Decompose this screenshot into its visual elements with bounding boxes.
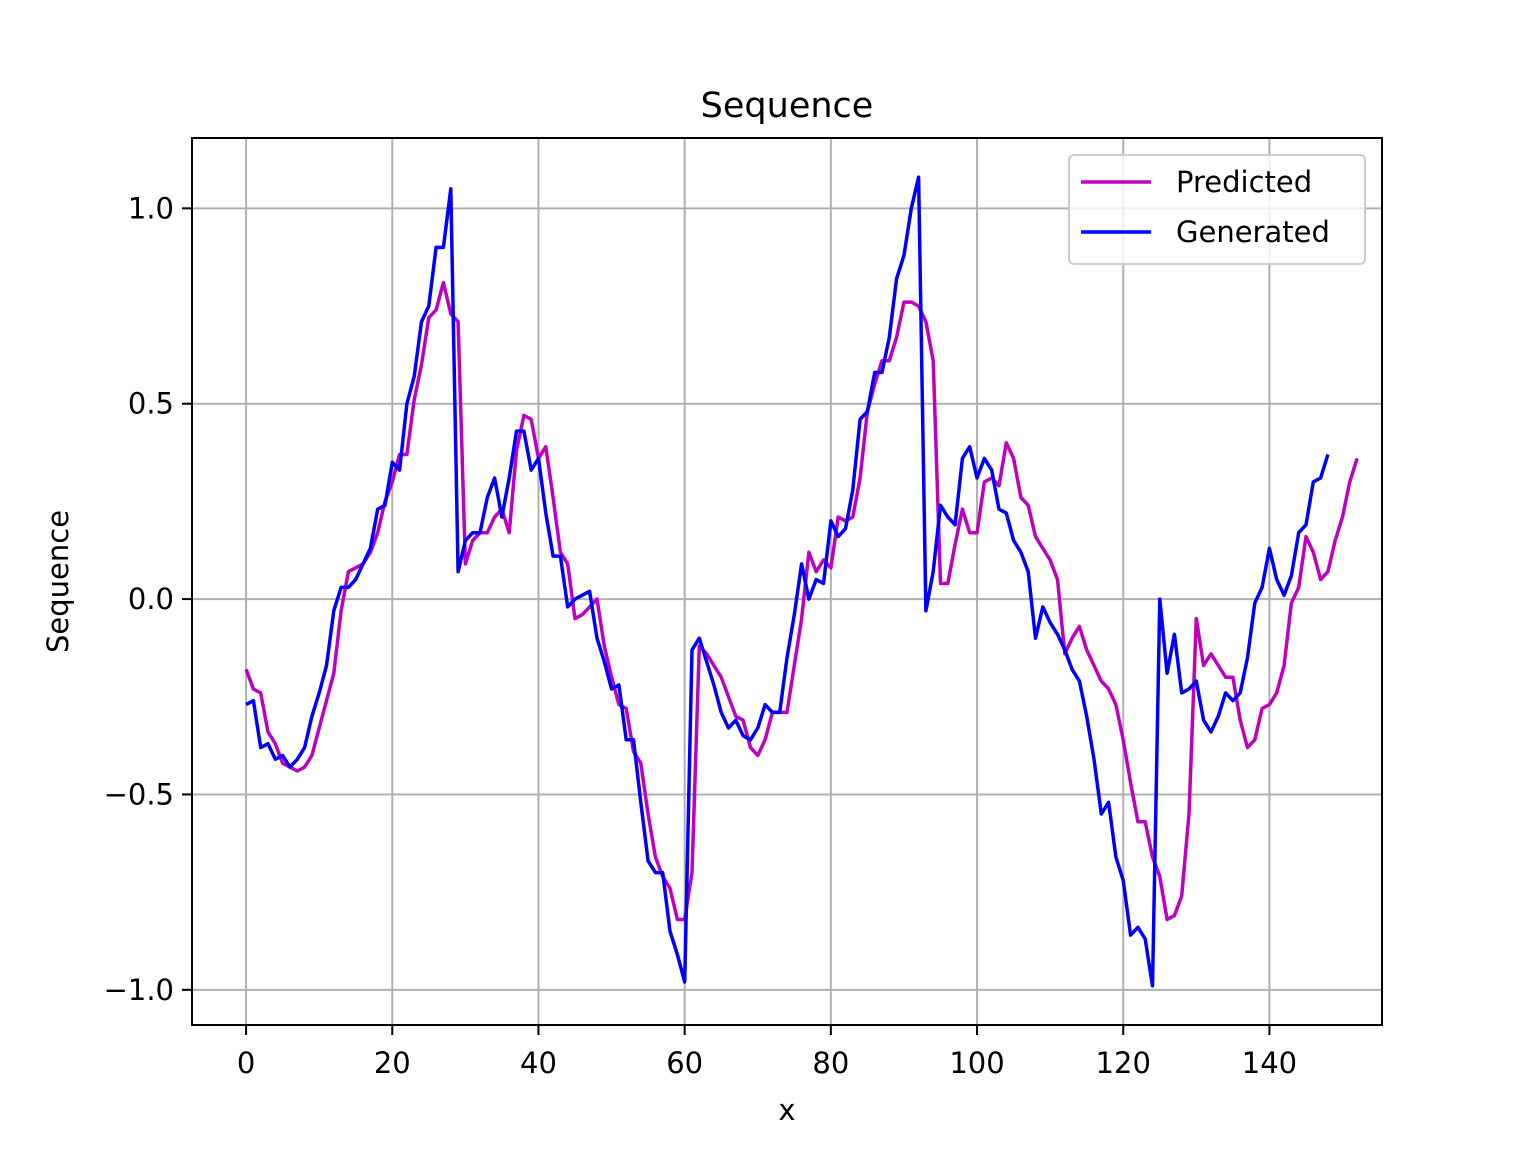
x-tick-label: 100 — [949, 1046, 1004, 1080]
series-lines — [244, 175, 1359, 988]
y-tick-label: −1.0 — [104, 973, 174, 1007]
x-tick-label: 80 — [812, 1046, 849, 1080]
x-tick-label: 40 — [520, 1046, 557, 1080]
legend: Predicted Generated — [1068, 154, 1366, 265]
y-tick-label: 0.0 — [128, 582, 174, 616]
x-axis-title: x — [778, 1093, 795, 1127]
legend-label-generated: Generated — [1176, 215, 1330, 249]
grid — [192, 138, 1382, 1025]
plot-frame — [191, 137, 1383, 1026]
y-axis-title: Sequence — [41, 510, 75, 653]
x-tick-label: 140 — [1242, 1046, 1297, 1080]
x-tick-label: 20 — [374, 1046, 411, 1080]
axis-ticks: 0 20 40 60 80 100 120 140 −1.0 −0.5 0.0 0.5 1.0 — [104, 191, 1298, 1080]
y-tick-label: 0.5 — [128, 387, 174, 421]
series-line-predicted — [244, 280, 1359, 922]
y-tick-label: 1.0 — [128, 191, 174, 225]
y-tick-label: −0.5 — [104, 777, 174, 811]
legend-label-predicted: Predicted — [1176, 165, 1312, 199]
x-tick-label: 120 — [1096, 1046, 1151, 1080]
x-tick-label: 0 — [237, 1046, 255, 1080]
chart-title: Sequence — [701, 86, 874, 126]
series-line-generated — [245, 175, 1330, 988]
x-tick-label: 60 — [666, 1046, 703, 1080]
